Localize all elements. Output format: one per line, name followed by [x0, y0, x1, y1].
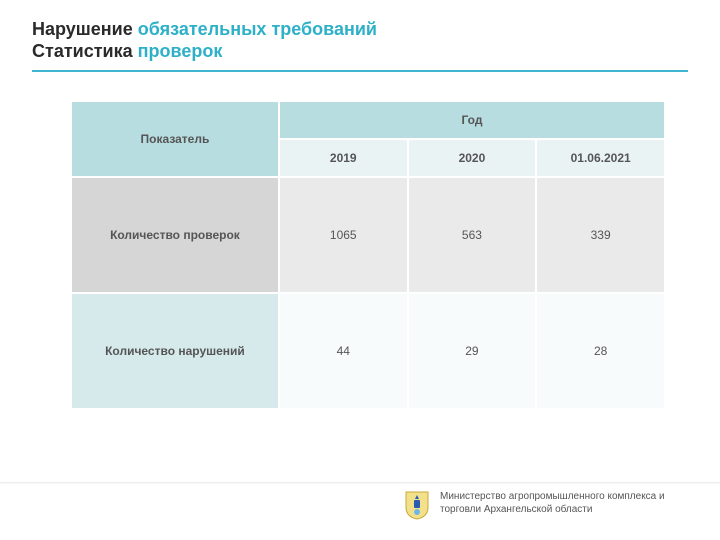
title-line2-part1: Статистика	[32, 41, 133, 61]
title-line-2: Статистика проверок	[32, 40, 720, 62]
row-1-label: Количество нарушений	[71, 293, 279, 409]
title-underline	[32, 70, 688, 72]
title-block: Нарушение обязательных требований Статис…	[0, 0, 720, 62]
slide: Нарушение обязательных требований Статис…	[0, 0, 720, 540]
year-col-0: 2019	[279, 139, 408, 177]
year-col-2: 01.06.2021	[536, 139, 665, 177]
footer: Министерство агропромышленного комплекса…	[0, 484, 720, 540]
row-1-val-0: 44	[279, 293, 408, 409]
row-0-val-0: 1065	[279, 177, 408, 293]
footer-content: Министерство агропромышленного комплекса…	[404, 490, 700, 520]
stats-table-container: Показатель Год 2019 2020 01.06.2021 Коли…	[70, 100, 666, 410]
col-header-indicator: Показатель	[71, 101, 279, 177]
stats-table: Показатель Год 2019 2020 01.06.2021 Коли…	[70, 100, 666, 410]
title-line2-part2: проверок	[138, 41, 223, 61]
row-0-val-1: 563	[408, 177, 537, 293]
title-line-1: Нарушение обязательных требований	[32, 18, 720, 40]
table-row: Количество проверок 1065 563 339	[71, 177, 665, 293]
title-line1-part1: Нарушение	[32, 19, 133, 39]
year-col-1: 2020	[408, 139, 537, 177]
footer-divider	[0, 482, 720, 484]
row-0-val-2: 339	[536, 177, 665, 293]
row-1-val-1: 29	[408, 293, 537, 409]
title-line1-part2: обязательных требований	[138, 19, 377, 39]
coat-of-arms-icon	[404, 490, 430, 520]
table-row: Количество нарушений 44 29 28	[71, 293, 665, 409]
col-header-year: Год	[279, 101, 665, 139]
row-0-label: Количество проверок	[71, 177, 279, 293]
footer-text: Министерство агропромышленного комплекса…	[440, 490, 700, 516]
row-1-val-2: 28	[536, 293, 665, 409]
